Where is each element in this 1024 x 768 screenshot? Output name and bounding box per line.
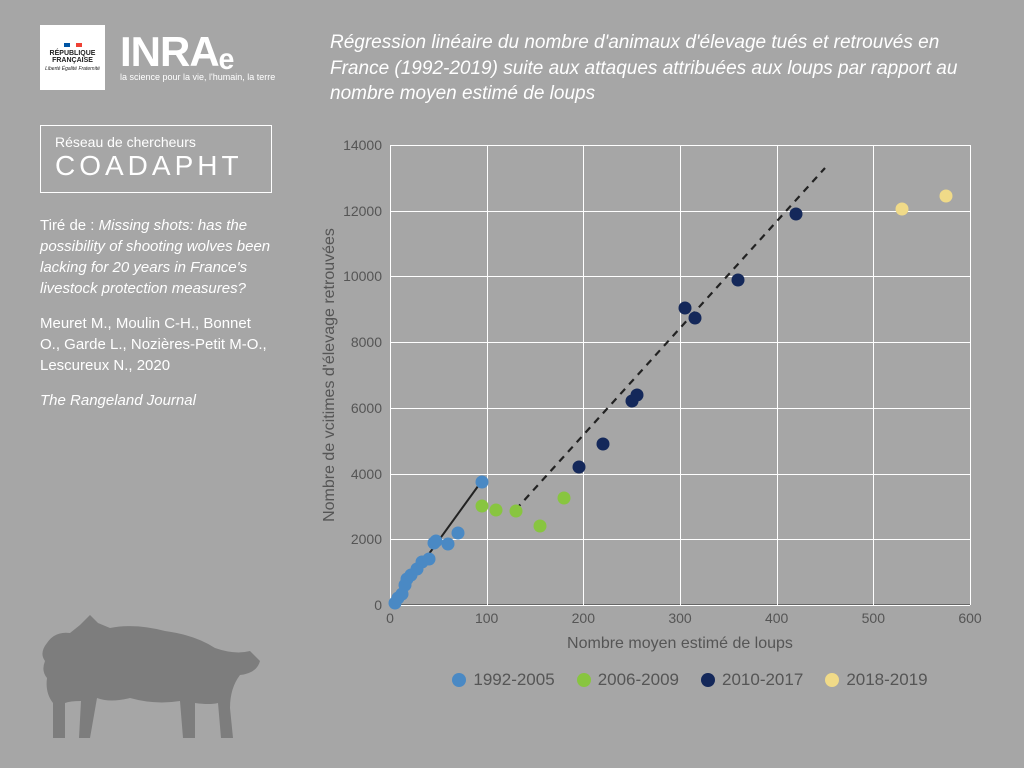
data-point: [790, 208, 803, 221]
y-tick-label: 8000: [282, 334, 382, 350]
legend-label: 2010-2017: [722, 670, 803, 690]
figure-title: Régression linéaire du nombre d'animaux …: [330, 30, 980, 107]
legend-label: 2006-2009: [598, 670, 679, 690]
plot-area: [390, 145, 970, 605]
legend-dot-icon: [825, 673, 839, 687]
legend-item: 2018-2019: [825, 670, 927, 690]
data-point: [732, 273, 745, 286]
citation-authors: Meuret M., Moulin C-H., Bonnet O., Garde…: [40, 313, 272, 376]
gridline-vertical: [487, 145, 488, 605]
x-tick-label: 500: [862, 610, 885, 626]
coadapht-title: COADAPHT: [55, 150, 257, 182]
data-point: [688, 311, 701, 324]
y-tick-label: 10000: [282, 268, 382, 284]
data-point: [442, 538, 455, 551]
citation-block: Tiré de : Missing shots: has the possibi…: [40, 215, 272, 425]
legend-item: 2010-2017: [701, 670, 803, 690]
header-logos: RÉPUBLIQUE FRANÇAISE Liberté Égalité Fra…: [40, 25, 275, 90]
data-point: [509, 505, 522, 518]
gridline-horizontal: [390, 605, 970, 606]
y-tick-label: 14000: [282, 137, 382, 153]
rf-text-top: RÉPUBLIQUE: [50, 50, 96, 57]
data-point: [896, 203, 909, 216]
data-point: [939, 189, 952, 202]
data-point: [475, 500, 488, 513]
legend-label: 1992-2005: [473, 670, 554, 690]
legend-dot-icon: [452, 673, 466, 687]
data-point: [558, 492, 571, 505]
y-tick-label: 0: [282, 597, 382, 613]
legend-item: 2006-2009: [577, 670, 679, 690]
y-tick-label: 2000: [282, 531, 382, 547]
coadapht-subtitle: Réseau de chercheurs: [55, 134, 257, 150]
data-point: [572, 461, 585, 474]
wolf-silhouette-icon: [35, 593, 265, 743]
x-tick-label: 100: [475, 610, 498, 626]
gridline-vertical: [680, 145, 681, 605]
x-axis-label: Nombre moyen estimé de loups: [390, 635, 970, 653]
data-point: [596, 438, 609, 451]
data-point: [475, 475, 488, 488]
legend-item: 1992-2005: [452, 670, 554, 690]
scatter-chart: Nombre de vcitimes d'élevage retrouvées …: [330, 125, 990, 715]
gridline-vertical: [970, 145, 971, 605]
y-tick-label: 12000: [282, 203, 382, 219]
data-point: [422, 553, 435, 566]
x-tick-label: 600: [958, 610, 981, 626]
data-point: [490, 503, 503, 516]
inrae-logo: INRAₑ la science pour la vie, l'humain, …: [120, 34, 275, 81]
citation-source: Tiré de : Missing shots: has the possibi…: [40, 215, 272, 299]
citation-journal: The Rangeland Journal: [40, 390, 272, 411]
coadapht-box: Réseau de chercheurs COADAPHT: [40, 125, 272, 193]
legend-dot-icon: [701, 673, 715, 687]
gridline-vertical: [390, 145, 391, 605]
y-tick-label: 4000: [282, 466, 382, 482]
inrae-tagline: la science pour la vie, l'humain, la ter…: [120, 74, 275, 82]
legend-dot-icon: [577, 673, 591, 687]
republique-francaise-logo: RÉPUBLIQUE FRANÇAISE Liberté Égalité Fra…: [40, 25, 105, 90]
x-tick-label: 0: [386, 610, 394, 626]
inrae-wordmark: INRAₑ: [120, 28, 233, 75]
x-tick-label: 400: [765, 610, 788, 626]
france-flag-icon: [64, 43, 82, 47]
regression-line: [516, 168, 825, 510]
data-point: [451, 526, 464, 539]
gridline-vertical: [777, 145, 778, 605]
x-tick-label: 300: [668, 610, 691, 626]
citation-prefix: Tiré de :: [40, 217, 99, 234]
rf-text-bottom: FRANÇAISE: [52, 57, 93, 64]
y-tick-label: 6000: [282, 400, 382, 416]
gridline-vertical: [873, 145, 874, 605]
legend-label: 2018-2019: [846, 670, 927, 690]
gridline-vertical: [583, 145, 584, 605]
data-point: [533, 520, 546, 533]
rf-motto: Liberté Égalité Fraternité: [45, 66, 100, 72]
x-tick-label: 200: [572, 610, 595, 626]
chart-legend: 1992-2005 2006-2009 2010-2017 2018-2019: [390, 670, 990, 690]
data-point: [630, 388, 643, 401]
